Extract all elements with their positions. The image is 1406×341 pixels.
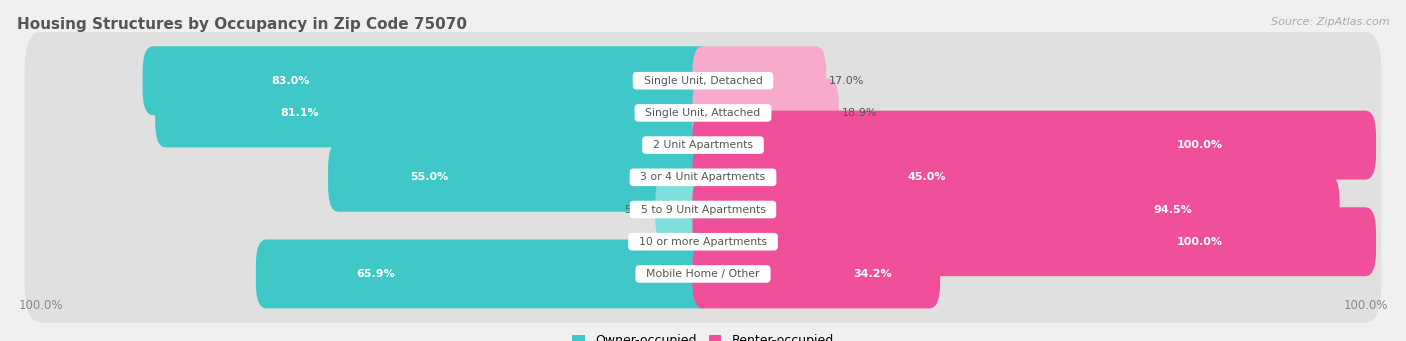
Text: Mobile Home / Other: Mobile Home / Other xyxy=(640,269,766,279)
FancyBboxPatch shape xyxy=(25,225,1381,323)
Text: Source: ZipAtlas.com: Source: ZipAtlas.com xyxy=(1271,17,1389,27)
Legend: Owner-occupied, Renter-occupied: Owner-occupied, Renter-occupied xyxy=(568,329,838,341)
FancyBboxPatch shape xyxy=(25,32,1381,129)
Text: 81.1%: 81.1% xyxy=(281,108,319,118)
FancyBboxPatch shape xyxy=(692,143,1012,212)
FancyBboxPatch shape xyxy=(692,46,827,115)
Text: 3 or 4 Unit Apartments: 3 or 4 Unit Apartments xyxy=(634,172,772,182)
FancyBboxPatch shape xyxy=(25,193,1381,291)
FancyBboxPatch shape xyxy=(25,97,1381,194)
Text: 17.0%: 17.0% xyxy=(830,76,865,86)
FancyBboxPatch shape xyxy=(25,161,1381,258)
FancyBboxPatch shape xyxy=(142,46,714,115)
Text: 5 to 9 Unit Apartments: 5 to 9 Unit Apartments xyxy=(634,205,772,214)
Text: 5.6%: 5.6% xyxy=(624,205,652,214)
FancyBboxPatch shape xyxy=(25,129,1381,226)
Text: Housing Structures by Occupancy in Zip Code 75070: Housing Structures by Occupancy in Zip C… xyxy=(17,17,467,32)
FancyBboxPatch shape xyxy=(692,110,1376,180)
Text: 100.0%: 100.0% xyxy=(1177,237,1223,247)
Text: 94.5%: 94.5% xyxy=(1153,205,1192,214)
FancyBboxPatch shape xyxy=(692,207,1376,276)
Text: 10 or more Apartments: 10 or more Apartments xyxy=(633,237,773,247)
FancyBboxPatch shape xyxy=(692,175,1340,244)
Text: Single Unit, Attached: Single Unit, Attached xyxy=(638,108,768,118)
Text: 34.2%: 34.2% xyxy=(853,269,893,279)
Text: 45.0%: 45.0% xyxy=(907,172,946,182)
Text: 55.0%: 55.0% xyxy=(411,172,449,182)
Text: 83.0%: 83.0% xyxy=(271,76,309,86)
FancyBboxPatch shape xyxy=(692,239,941,308)
FancyBboxPatch shape xyxy=(256,239,714,308)
FancyBboxPatch shape xyxy=(655,175,714,244)
FancyBboxPatch shape xyxy=(25,64,1381,162)
Text: 65.9%: 65.9% xyxy=(356,269,395,279)
FancyBboxPatch shape xyxy=(328,143,714,212)
Text: 18.9%: 18.9% xyxy=(841,108,877,118)
FancyBboxPatch shape xyxy=(692,78,839,147)
Text: 0.0%: 0.0% xyxy=(648,140,676,150)
FancyBboxPatch shape xyxy=(155,78,714,147)
Text: 100.0%: 100.0% xyxy=(1177,140,1223,150)
Text: 0.0%: 0.0% xyxy=(648,237,676,247)
Text: Single Unit, Detached: Single Unit, Detached xyxy=(637,76,769,86)
Text: 2 Unit Apartments: 2 Unit Apartments xyxy=(645,140,761,150)
